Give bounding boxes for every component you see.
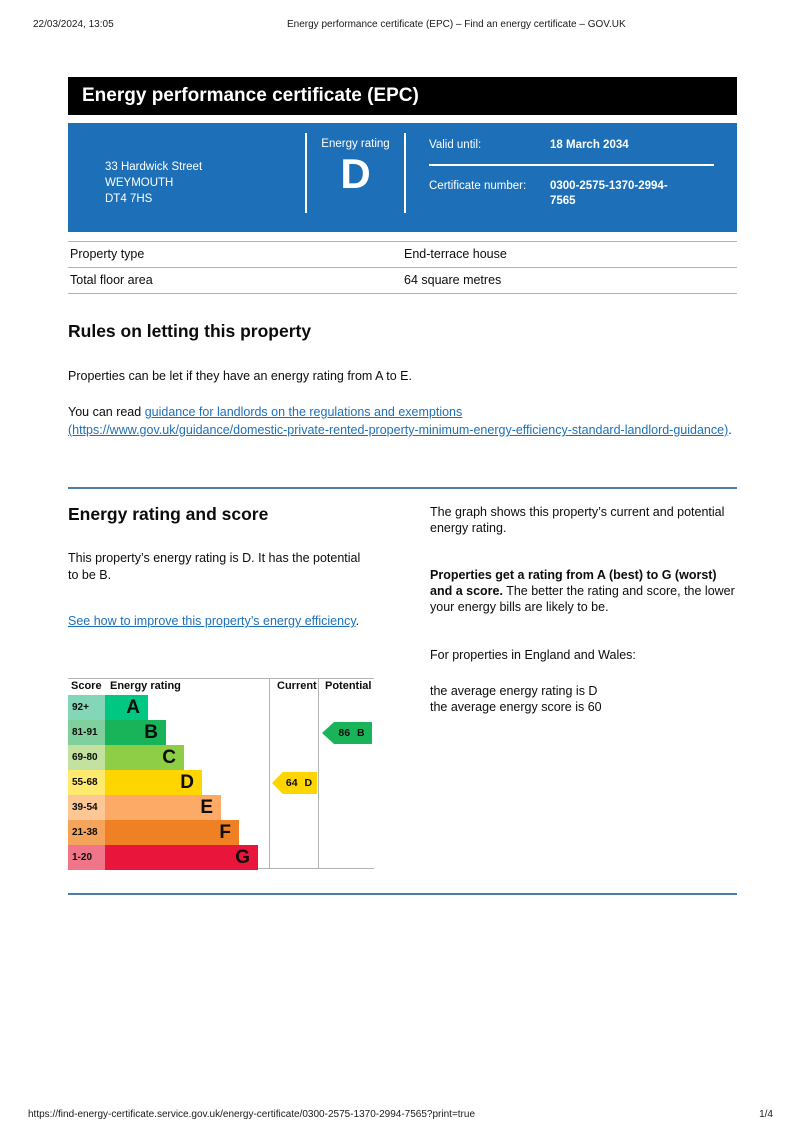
rules-paragraph-suffix: . [728,423,732,437]
row-label: Property type [70,247,145,261]
address-line: DT4 7HS [105,192,153,205]
certificate-number-value: 0300-2575-1370-2994-7565 [550,180,668,207]
table-row: Property type End-terrace house [68,241,737,268]
band-letter: G [235,847,250,868]
chart-header-current: Current [277,680,317,692]
valid-until-value: 18 March 2034 [550,139,629,151]
band-bar: F [105,820,239,845]
certificate-number-label: Certificate number: [429,180,527,192]
address-line: WEYMOUTH [105,176,174,189]
band-row-a: 92+ A [68,695,374,720]
print-header-title: Energy performance certificate (EPC) – F… [287,19,626,30]
band-letter: D [180,772,194,793]
score-range-label: 55-68 [68,770,105,795]
page-number: 1/4 [759,1109,773,1120]
divider [305,133,307,213]
band-bar: A [105,695,148,720]
band-letter: B [144,722,158,743]
row-label: Total floor area [70,273,153,287]
score-range-label: 21-38 [68,820,105,845]
score-range-label: 39-54 [68,795,105,820]
band-row-f: 21-38 F [68,820,374,845]
band-row-d: 55-68 D [68,770,374,795]
energy-rating-block: Energy rating D [307,123,404,232]
chart-header-score: Score [71,680,102,692]
energy-rating-label: Energy rating [321,138,390,150]
rules-paragraph-prefix: You can read [68,405,145,419]
energy-rating-letter: D [340,150,371,197]
address-line: 33 Hardwick Street [105,160,203,173]
band-bar: D [105,770,202,795]
divider [429,164,714,166]
chart-column-divider [318,679,319,868]
score-range-label: 1-20 [68,845,105,870]
landlord-guidance-link[interactable]: guidance for landlords on the regulation… [68,405,729,437]
score-range-label: 69-80 [68,745,105,770]
certificate-details: Valid until: 18 March 2034 Certificate n… [406,123,737,232]
band-row-c: 69-80 C [68,745,374,770]
energy-rating-section: Energy rating and score This property’s … [68,504,398,631]
band-row-g: 1-20 G [68,845,374,870]
rating-summary: This property’s energy rating is D. It h… [68,551,361,582]
potential-rating-arrow: 86 B [322,722,372,744]
row-value: End-terrace house [404,247,507,261]
band-letter: E [200,797,213,818]
chart-header-row: Score Energy rating Current Potential [68,679,374,695]
band-row-b: 81-91 B [68,720,374,745]
band-bar: G [105,845,258,870]
band-bar: E [105,795,221,820]
band-letter: F [219,822,231,843]
footer-url: https://find-energy-certificate.service.… [28,1109,476,1120]
chart-column-divider [269,679,270,868]
chart-header-potential: Potential [325,680,372,692]
chart-header-rating: Energy rating [110,680,181,692]
epc-rating-chart: Score Energy rating Current Potential 92… [68,678,374,870]
row-value: 64 square metres [404,273,502,287]
section-divider [68,487,737,489]
section-divider [68,893,737,895]
divider [404,133,406,213]
explanation-paragraph: For properties in England and Wales: [430,648,636,662]
epc-banner: Energy performance certificate (EPC) [68,77,737,115]
property-address: 33 Hardwick Street WEYMOUTH DT4 7HS [68,123,305,232]
band-row-e: 39-54 E [68,795,374,820]
explanation-paragraph: The graph shows this property’s current … [430,505,725,535]
improve-efficiency-link[interactable]: See how to improve this property’s energ… [68,614,356,628]
rules-guidance-paragraph: You can read guidance for landlords on t… [68,403,737,439]
rules-paragraph: Properties can be let if they have an en… [68,369,412,383]
rating-explanation: The graph shows this property’s current … [430,504,738,715]
score-range-label: 81-91 [68,720,105,745]
current-rating-arrow: 64 D [272,772,317,794]
score-range-label: 92+ [68,695,105,720]
epc-banner-title: Energy performance certificate (EPC) [82,85,419,106]
property-table: Property type End-terrace house Total fl… [68,241,737,294]
band-letter: C [162,747,176,768]
energy-score-heading: Energy rating and score [68,504,269,524]
band-bar: B [105,720,166,745]
explanation-paragraph: Properties get a rating from A (best) to… [430,568,735,614]
table-row: Total floor area 64 square metres [68,268,737,294]
rules-heading: Rules on letting this property [68,321,312,341]
band-bar: C [105,745,184,770]
certificate-box: 33 Hardwick Street WEYMOUTH DT4 7HS Ener… [68,123,737,232]
band-letter: A [126,697,140,718]
improve-paragraph: See how to improve this property’s energ… [68,614,360,628]
print-header-date: 22/03/2024, 13:05 [33,19,114,30]
valid-until-label: Valid until: [429,139,482,151]
